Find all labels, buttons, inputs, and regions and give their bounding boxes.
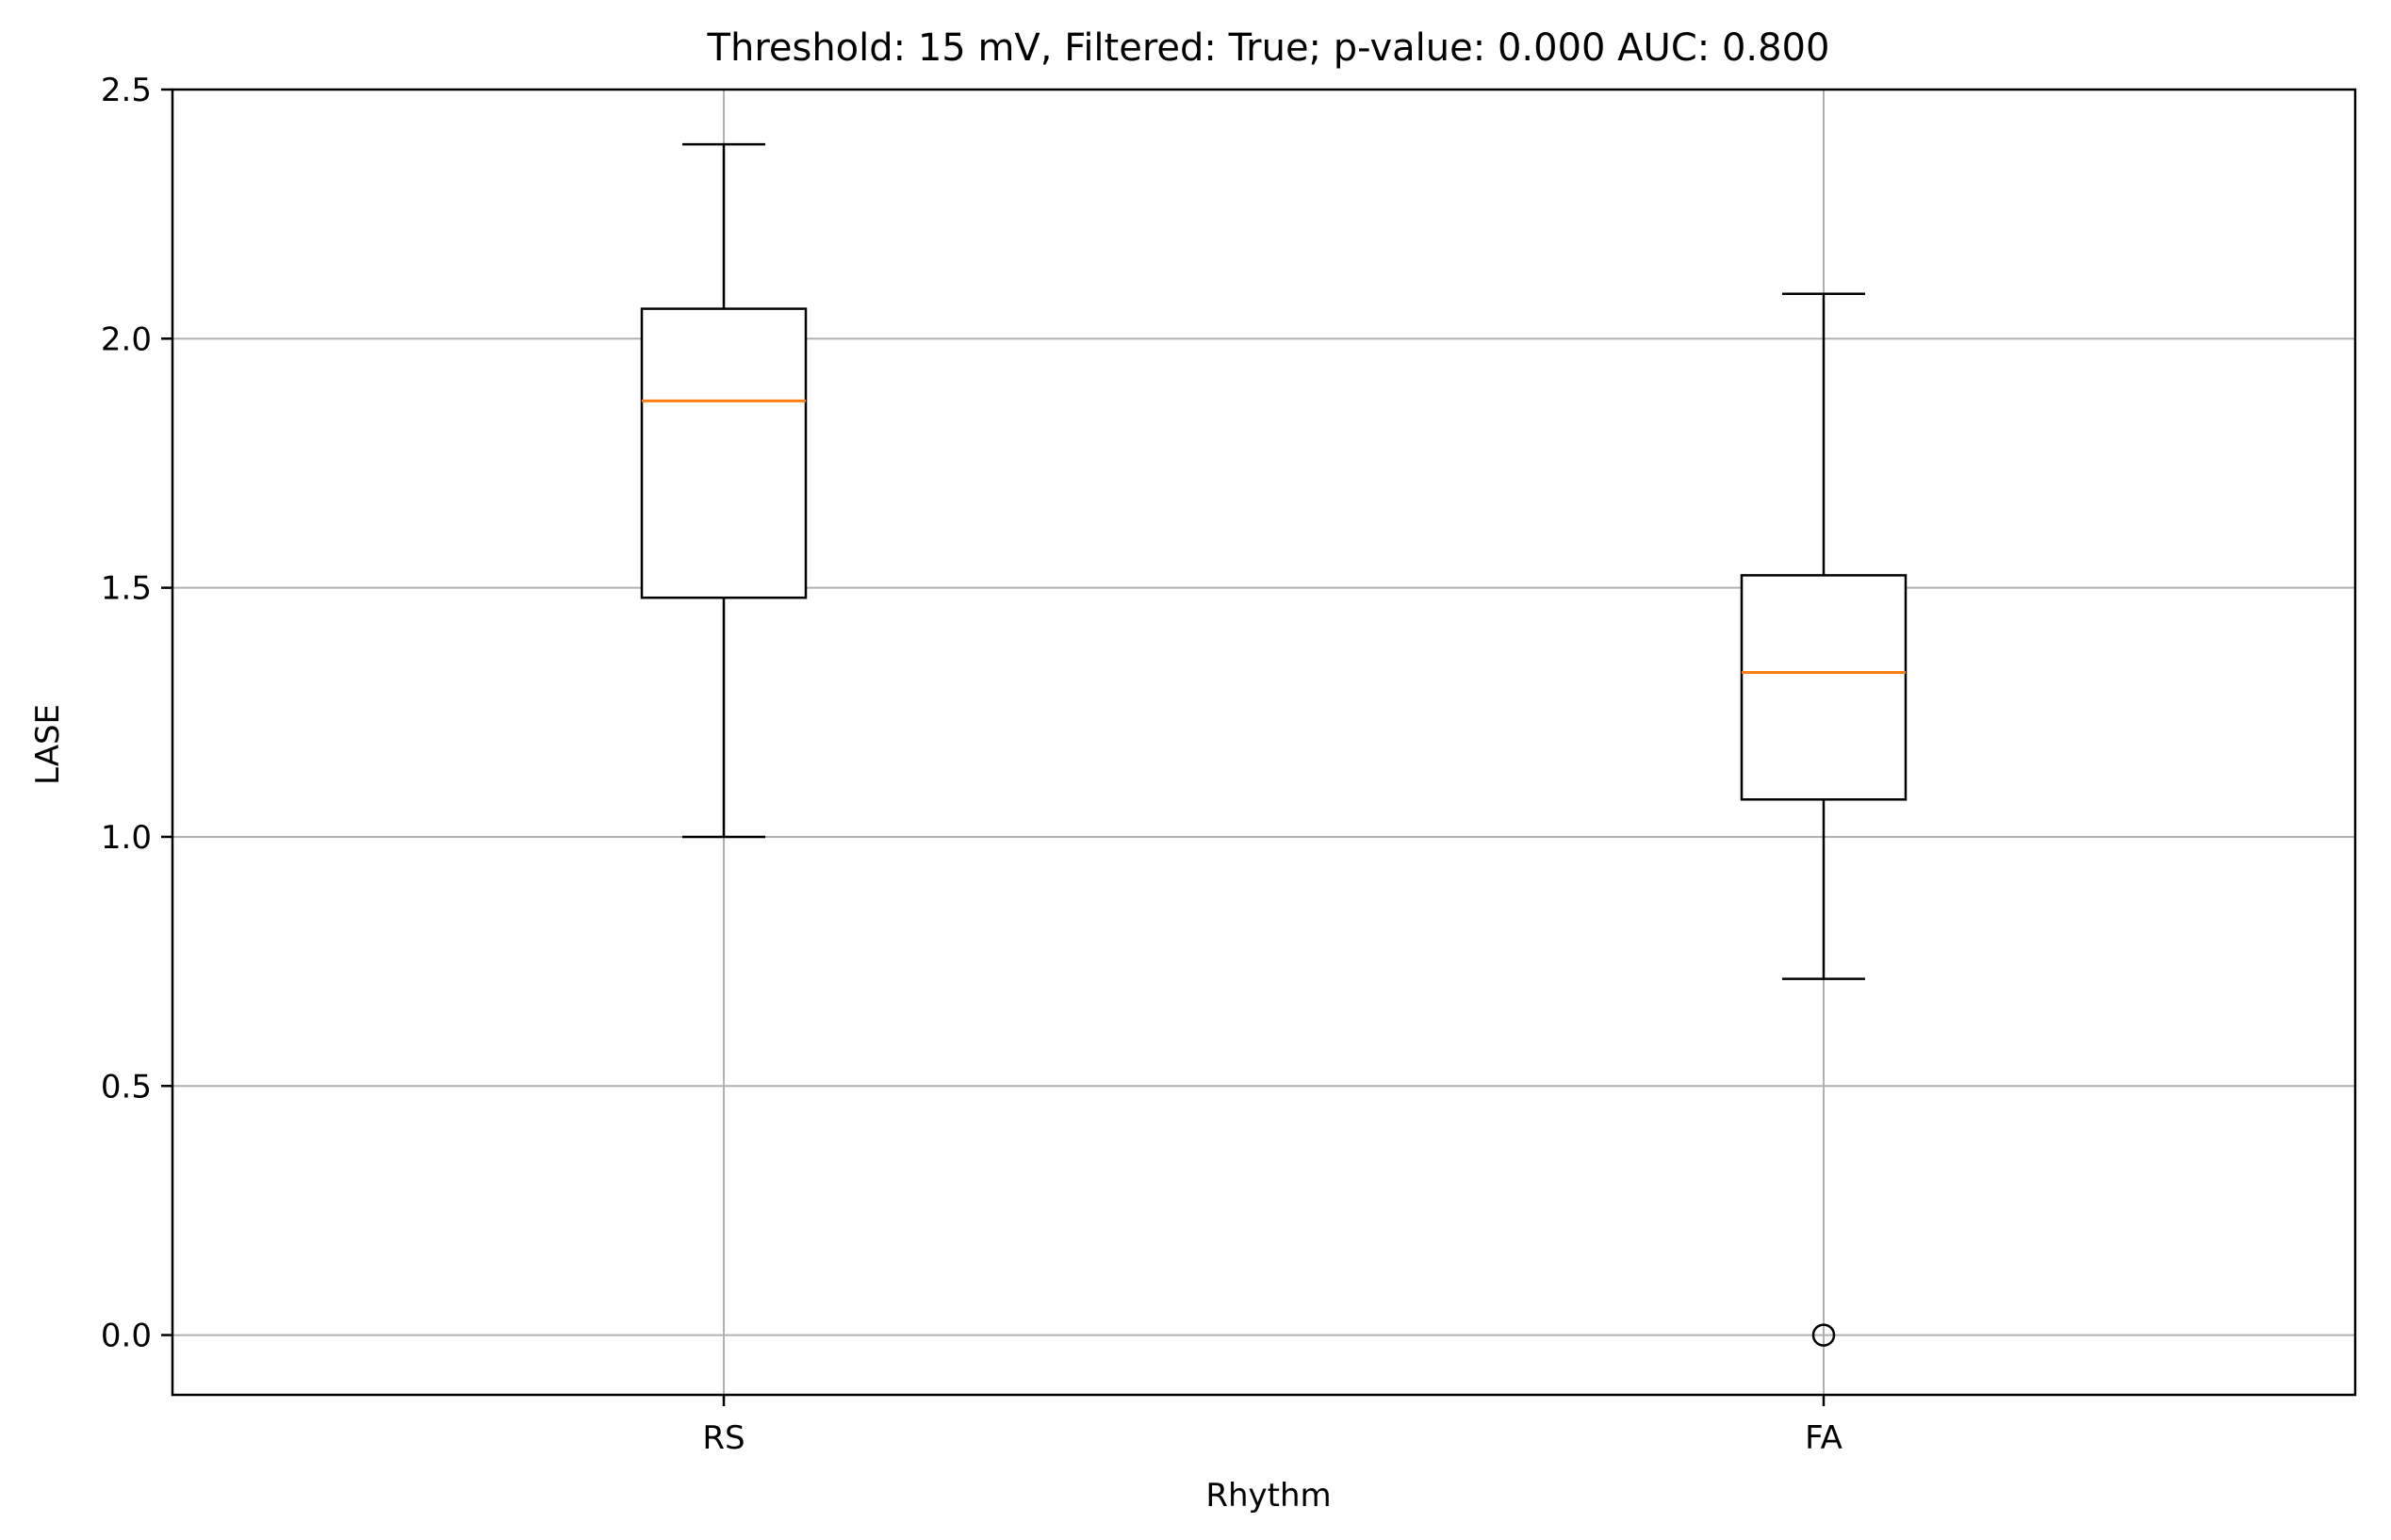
y-axis-ticks: 0.0 0.5 1.0 1.5 2.0 2.5 (101, 72, 172, 1355)
x-axis-label: Rhythm (1205, 1477, 1331, 1515)
box-body (640, 307, 808, 599)
x-tick-label: FA (1805, 1419, 1842, 1457)
y-tick-label: 0.5 (101, 1068, 152, 1106)
box-body (1740, 574, 1908, 801)
y-tick-label: 1.5 (101, 570, 152, 608)
chart-title: Threshold: 15 mV, Filtered: True; p-valu… (707, 26, 1830, 70)
box-plot-marks (640, 142, 1908, 1347)
x-tick-label: RS (702, 1419, 745, 1457)
y-tick-label: 2.5 (101, 72, 152, 109)
y-axis-label: LASE (29, 704, 67, 785)
plot-frame (171, 88, 2357, 1397)
x-axis-ticks: RS FA (702, 1395, 1842, 1457)
y-tick-label: 0.0 (101, 1318, 152, 1355)
y-tick-label: 2.0 (101, 320, 152, 358)
outlier-point (1811, 1323, 1836, 1347)
y-tick-label: 1.0 (101, 819, 152, 857)
